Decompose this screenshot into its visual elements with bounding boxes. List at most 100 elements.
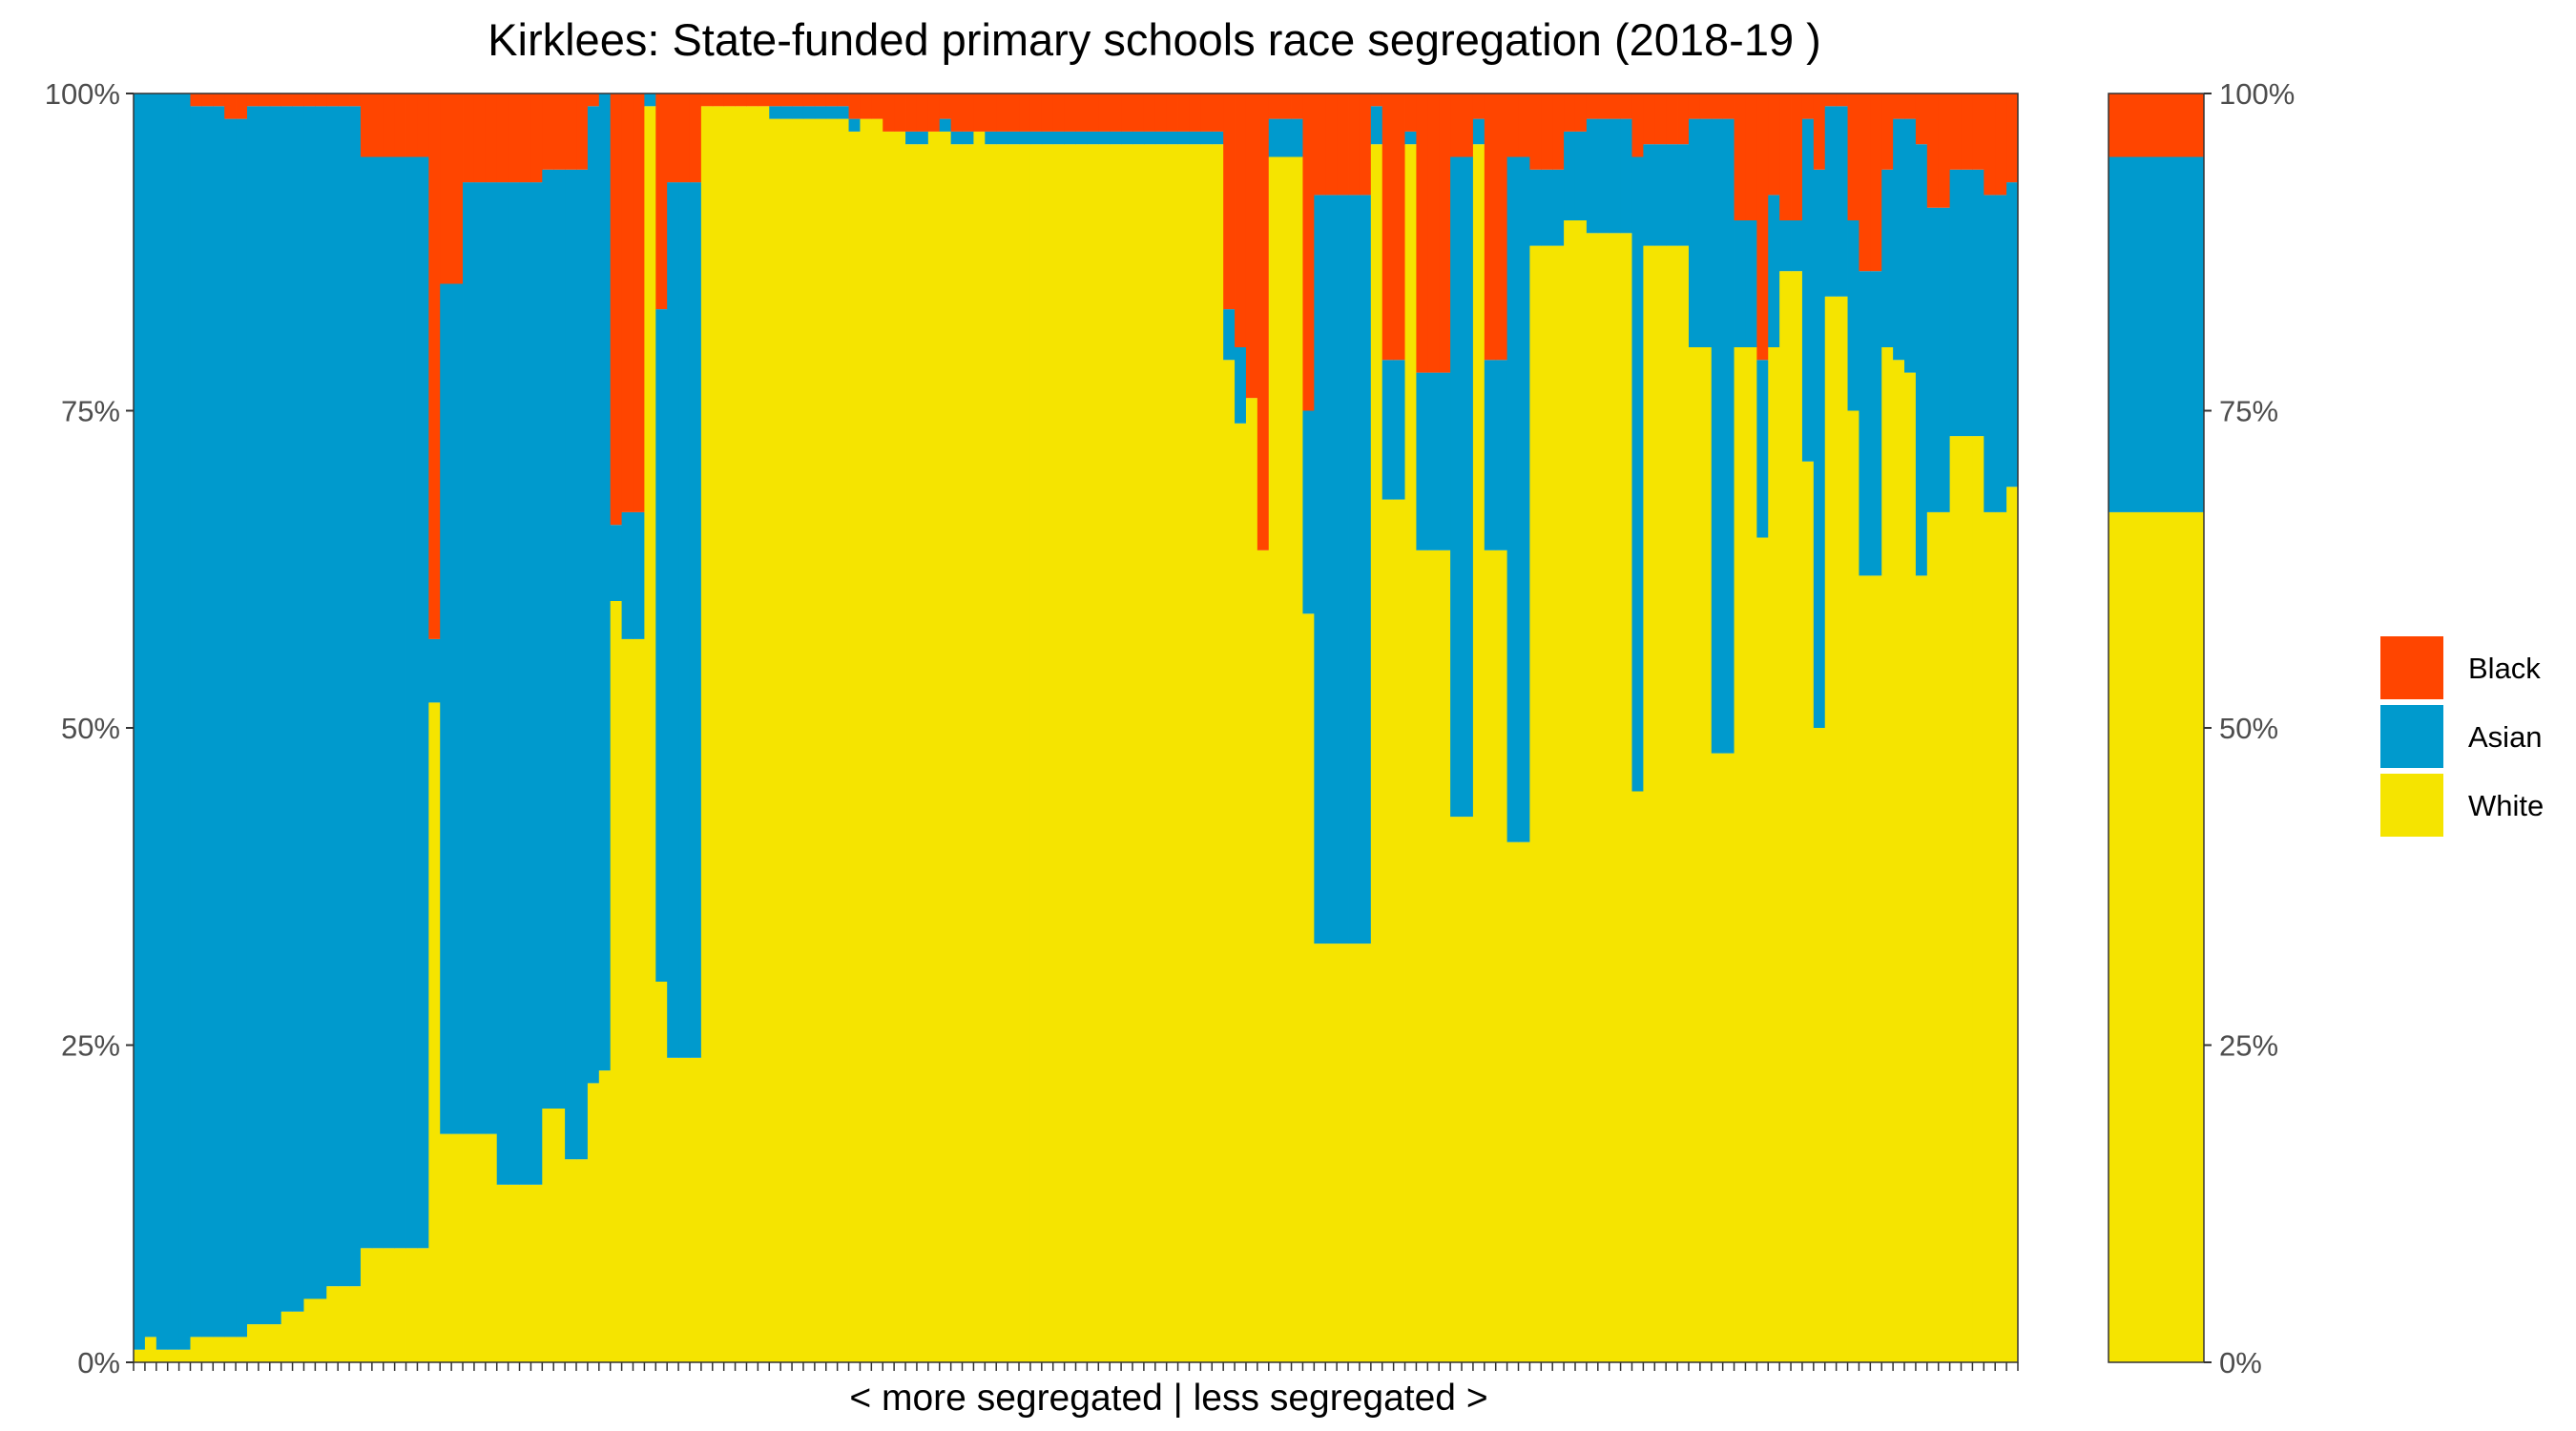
bar-segment-asian [1847, 220, 1859, 411]
bar-segment-white [246, 1324, 260, 1362]
bar-segment-black [894, 93, 906, 132]
bar-segment-asian [1075, 131, 1088, 145]
bar-segment-white [1008, 144, 1020, 1363]
bar-segment-white [689, 1057, 702, 1362]
bar-segment-asian [542, 169, 554, 1110]
bar-segment-asian [383, 156, 396, 1249]
bar-segment-asian [553, 169, 566, 1110]
bar-segment-white [1677, 245, 1690, 1363]
bar-segment-white [496, 1184, 509, 1362]
bar-segment-black [1904, 93, 1917, 119]
bar-segment-black [496, 93, 509, 183]
bar-segment-white [519, 1184, 531, 1362]
y-tick-label-left: 75% [61, 395, 120, 428]
bar-segment-white [1926, 511, 1940, 1362]
bar-segment-white [1019, 144, 1031, 1363]
bar-segment-black [303, 93, 316, 107]
bar-segment-black [394, 93, 406, 157]
bar-segment-asian [1393, 360, 1405, 500]
bar-segment-asian [473, 182, 487, 1134]
bar-segment-white [1235, 423, 1247, 1362]
bar-segment-black [1359, 93, 1372, 196]
bar-segment-asian [508, 182, 520, 1185]
bar-segment-white [814, 118, 827, 1363]
bar-segment-black [1019, 93, 1031, 132]
bar-segment-white [883, 131, 895, 1362]
bar-segment-white [1223, 360, 1236, 1362]
bar-segment-asian [224, 118, 237, 1338]
bar-segment-asian [780, 106, 793, 119]
bar-segment-asian [1200, 131, 1213, 145]
y-tick-label-right: 50% [2219, 712, 2278, 745]
bar-segment-asian [394, 156, 406, 1249]
bar-segment-white [236, 1337, 248, 1362]
bar-segment-black [985, 93, 997, 132]
bar-segment-black [1847, 93, 1859, 220]
bar-segment-white [802, 118, 816, 1363]
bar-segment-white [598, 1070, 612, 1362]
bar-segment-asian [1450, 156, 1463, 818]
bar-segment-white [1177, 144, 1190, 1363]
bar-segment-black [1745, 93, 1757, 220]
bar-segment-black [939, 93, 952, 119]
bar-segment-asian [1699, 118, 1713, 347]
bar-segment-black [837, 93, 849, 107]
bar-segment-asian [655, 309, 668, 983]
bar-segment-asian [1132, 131, 1145, 145]
bar-segment-black [1541, 93, 1553, 170]
bar-segment-black [927, 93, 941, 132]
bar-segment-black [1926, 93, 1940, 208]
bar-segment-asian [1768, 195, 1780, 347]
bar-segment-asian [1574, 131, 1588, 220]
bar-segment-black [280, 93, 293, 107]
bar-segment-white [1870, 575, 1882, 1362]
bar-segment-asian [1813, 169, 1826, 729]
bar-segment-black [689, 93, 702, 183]
bar-segment-black [213, 93, 225, 107]
bar-segment-white [1121, 144, 1133, 1363]
bar-segment-asian [167, 93, 179, 1350]
bar-segment-asian [1064, 131, 1076, 145]
bar-segment-black [802, 93, 816, 107]
bar-segment-black [519, 93, 531, 183]
bar-segment-black [1279, 93, 1292, 119]
chart-title: Kirklees: State-funded primary schools r… [488, 14, 1821, 65]
bar-segment-asian [1110, 131, 1122, 145]
bar-segment-asian [1722, 118, 1735, 754]
bar-segment-white [1189, 144, 1201, 1363]
bar-segment-asian [428, 638, 441, 703]
bar-segment-black [269, 93, 282, 107]
overall-segment-asian [2109, 156, 2204, 512]
bar-segment-asian [1904, 118, 1917, 373]
bar-segment-asian [1506, 156, 1519, 842]
bar-segment-black [1472, 93, 1485, 119]
bar-segment-black [1677, 93, 1690, 145]
bar-segment-white [1791, 271, 1803, 1363]
plot-overall-panel [2108, 93, 2205, 1363]
bar-segment-asian [985, 131, 997, 145]
bar-segment-black [428, 93, 441, 639]
bar-segment-black [1154, 93, 1168, 132]
bar-segment-white [780, 118, 793, 1363]
bar-segment-white [1620, 233, 1632, 1362]
bar-segment-black [1518, 93, 1530, 157]
bar-segment-asian [1518, 156, 1530, 842]
bar-segment-white [463, 1133, 475, 1362]
bar-segment-white [746, 106, 758, 1362]
bar-segment-white [1745, 347, 1757, 1362]
bar-segment-asian [440, 283, 452, 1134]
bar-segment-black [1143, 93, 1156, 132]
bar-segment-black [1325, 93, 1338, 196]
overall-segment-black [2109, 93, 2204, 157]
bar-segment-black [723, 93, 736, 107]
bar-segment-black [1484, 93, 1497, 361]
bar-segment-white [280, 1311, 293, 1362]
bar-segment-black [201, 93, 214, 107]
bar-segment-asian [848, 118, 861, 132]
bar-segment-asian [565, 169, 577, 1160]
bar-segment-white [338, 1286, 350, 1362]
bar-segment-asian [1348, 195, 1361, 944]
x-axis-ticks [133, 1362, 2019, 1371]
bar-segment-asian [1291, 118, 1303, 157]
bar-segment-white [1462, 817, 1474, 1362]
